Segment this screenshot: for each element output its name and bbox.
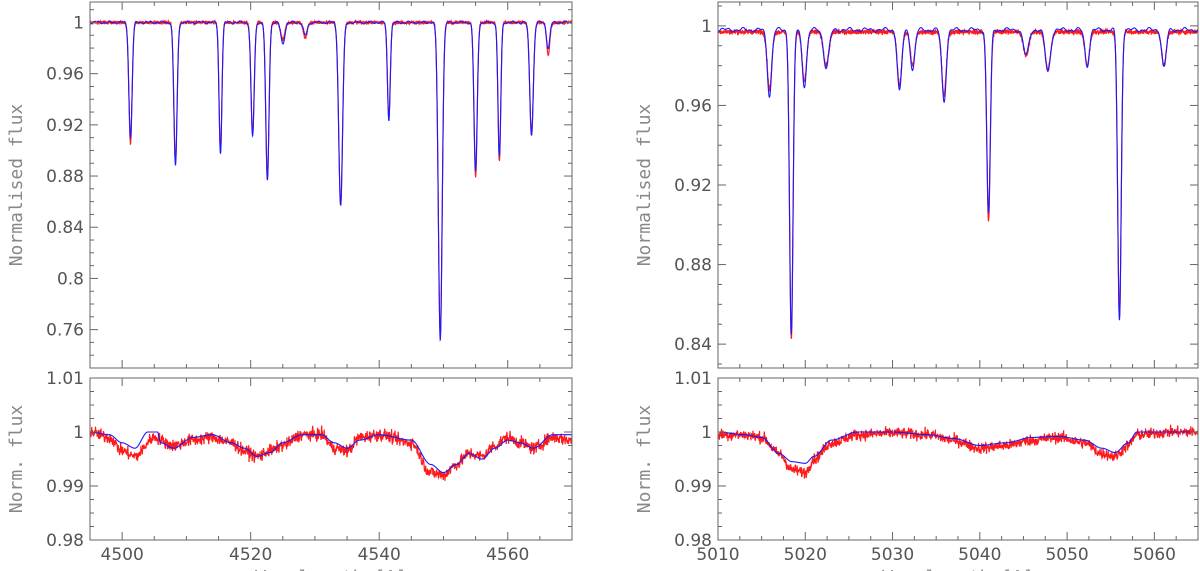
y-tick-label: 0.92: [674, 176, 712, 196]
y-axis-label: Norm. flux: [6, 405, 27, 514]
y-tick-label: 0.99: [46, 477, 84, 497]
y-axis-label: Norm. flux: [634, 405, 655, 514]
series-model-line: [718, 431, 1198, 464]
y-tick-label: 0.96: [674, 96, 712, 116]
series-model-line: [718, 26, 1198, 335]
y-tick-label: 0.84: [46, 218, 84, 238]
x-tick-label: 5060: [1133, 545, 1176, 565]
right-bottom-panel: 0.98 0.99 1 1.01 5010 5020 5030 5040 5050 5060 Nor…: [634, 369, 1199, 571]
y-tick-label: 1: [73, 13, 84, 33]
y-axis-label: Normalised flux: [634, 104, 655, 267]
plot-frame: [89, 1, 573, 369]
plot-frame: [717, 377, 1199, 541]
y-tick-label: 0.98: [46, 531, 84, 551]
y-axis-label: Normalised flux: [6, 104, 27, 267]
x-tick-label: 4540: [358, 545, 401, 565]
x-tick-label: 5020: [784, 545, 827, 565]
y-tick-label: 1.01: [674, 369, 712, 389]
left-bottom-panel: 0.98 0.99 1 1.01 4500 4520 4540 4560 Norm. flux W…: [6, 369, 573, 571]
right-top-panel: 0.84 0.88 0.92 0.96 1 Normalised flux: [634, 1, 1199, 369]
y-tick-label: 0.99: [674, 477, 712, 497]
series-observed-line: [90, 425, 572, 481]
series-observed-line: [718, 424, 1198, 479]
x-tick-label: 5040: [958, 545, 1001, 565]
series-model-line: [90, 20, 572, 342]
x-tick-label: 5050: [1045, 545, 1088, 565]
series-observed-line: [90, 18, 572, 334]
x-tick-label: 5010: [696, 545, 739, 565]
y-tick-label: 0.96: [46, 65, 84, 85]
series-model-line: [90, 431, 572, 474]
x-axis-label: Wavelength [A]: [255, 567, 407, 571]
y-tick-label: 1: [701, 17, 712, 37]
plot-frame: [89, 377, 573, 541]
x-tick-label: 4560: [486, 545, 529, 565]
y-tick-label: 0.92: [46, 116, 84, 136]
plot-frame: [717, 1, 1199, 369]
y-tick-label: 1: [73, 423, 84, 443]
y-tick-label: 1: [701, 423, 712, 443]
y-tick-label: 0.98: [674, 531, 712, 551]
x-axis-label: Wavelength [A]: [882, 567, 1034, 571]
y-tick-label: 0.88: [674, 256, 712, 276]
y-tick-label: 0.88: [46, 167, 84, 187]
y-tick-label: 0.84: [674, 335, 712, 355]
y-tick-label: 1.01: [46, 369, 84, 389]
x-tick-label: 4520: [229, 545, 272, 565]
x-tick-label: 4500: [101, 545, 144, 565]
left-top-panel: 0.76 0.8 0.84 0.88 0.92 0.96 1 Normalised flux: [6, 1, 573, 369]
x-tick-label: 5030: [871, 545, 914, 565]
y-tick-label: 0.8: [57, 269, 84, 289]
y-tick-label: 0.76: [46, 321, 84, 341]
